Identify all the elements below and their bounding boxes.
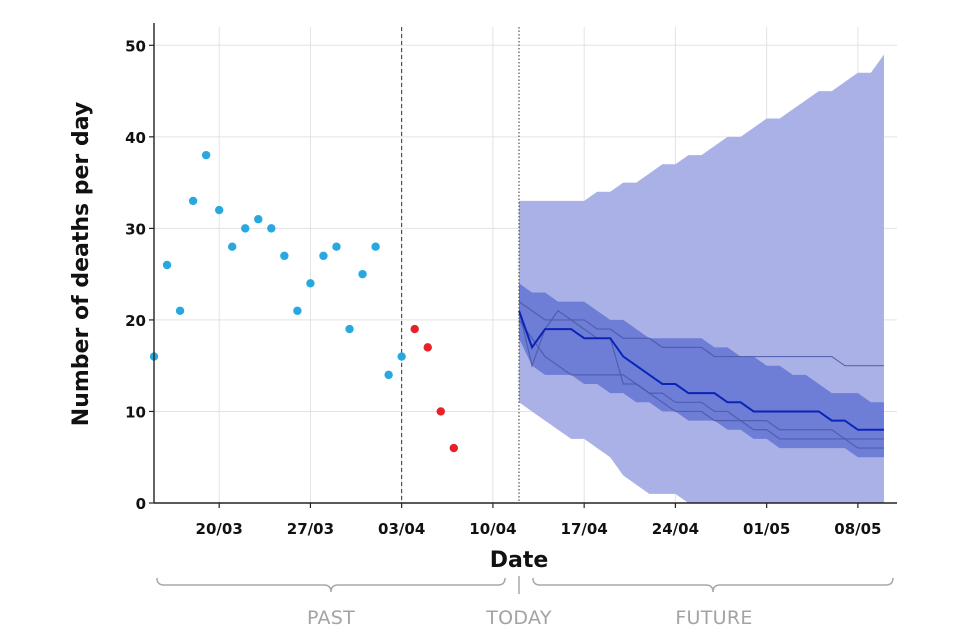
period-label-past: PAST [307,607,355,629]
observed-data-point [371,242,380,251]
y-tick-label: 50 [125,37,146,55]
observed-data-point [293,306,302,315]
x-tick-label: 17/04 [561,520,608,538]
recent-data-point [436,407,445,416]
observed-data-point [358,269,367,279]
reference-lines [401,27,520,503]
observed-data-point [280,251,289,261]
axes [149,23,897,508]
observed-data-point [345,324,354,334]
x-tick-label: 10/04 [469,520,516,538]
forecast-bands [518,54,884,503]
observed-data-point [188,196,198,206]
observed-data-point [306,279,315,288]
observed-data-point [228,242,237,251]
observed-data-point [241,224,250,233]
forecast-sample-line [518,319,884,449]
x-tick-label: 20/03 [196,520,243,538]
observed-points [149,150,459,453]
forecast-median-line [518,310,884,431]
x-tick-label: 08/05 [834,520,881,538]
past-brace [156,577,506,593]
forecast-band [518,283,884,458]
y-tick-label: 40 [125,129,146,147]
period-label-today: TODAY [485,607,552,629]
y-tick-label: 30 [125,220,146,238]
observed-data-point [175,306,185,315]
observed-data-point [201,150,211,160]
x-tick-label: 24/04 [652,520,699,538]
observed-data-point [397,352,406,361]
recent-data-point [410,324,419,334]
recent-data-point [449,443,459,453]
recent-data-point [423,343,432,352]
observed-data-point [214,205,224,215]
period-label-future: FUTURE [675,607,752,629]
y-tick-label: 10 [125,403,146,421]
future-brace [532,577,894,593]
x-tick-label: 03/04 [378,520,425,538]
observed-data-point [162,260,172,270]
tick-labels: 0 10 20 30 40 50 20/03 27/03 03/04 10/04 17/04 24/0… [125,37,881,538]
observed-data-point [384,370,393,380]
y-tick-label: 20 [125,312,146,330]
forecast-sample-line [518,301,884,367]
x-tick-label: 27/03 [287,520,334,538]
period-braces [156,576,894,594]
forecast-sample-line [518,309,884,440]
x-tick-label: 01/05 [743,520,790,538]
observed-data-point [267,224,276,233]
observed-data-point [332,242,341,251]
forecast-lines [518,301,884,449]
y-tick-label: 0 [136,495,146,513]
y-axis-title: Number of deaths per day [69,102,94,426]
observed-data-point [254,215,263,224]
observed-data-point [319,251,328,261]
x-axis-title: Date [490,548,549,573]
